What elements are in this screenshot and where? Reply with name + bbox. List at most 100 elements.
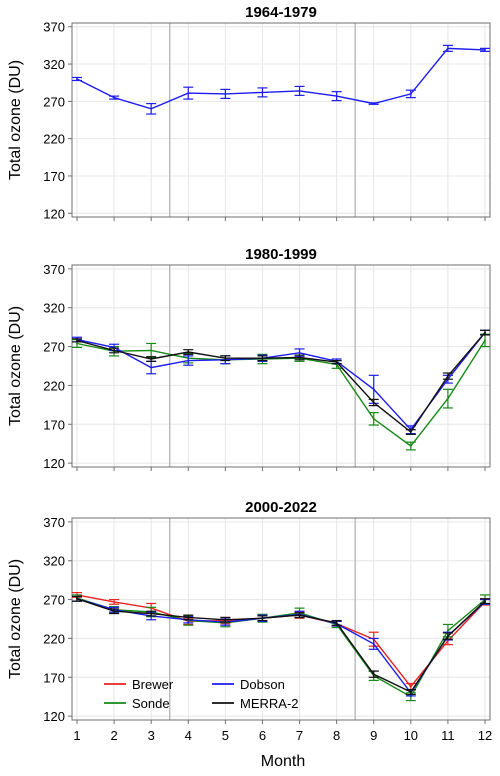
legend-label: Sonde — [132, 696, 170, 711]
data-point — [372, 417, 375, 420]
series-merra-2 — [72, 329, 490, 435]
data-point — [113, 349, 115, 352]
x-tick-label: 8 — [333, 728, 340, 743]
y-tick-label: 120 — [43, 456, 65, 471]
x-tick-label: 5 — [222, 728, 229, 743]
x-tick-label: 7 — [296, 728, 303, 743]
data-point — [187, 359, 190, 362]
legend-label: Brewer — [132, 677, 174, 692]
panel-1: 1964-1979 Total ozone (DU) 120 170 220 270 320… — [7, 4, 491, 221]
x-tick-label: 2 — [110, 728, 117, 743]
legend-item-dobson: Dobson — [212, 677, 285, 692]
y-tick-label: 370 — [43, 20, 65, 35]
y-tick-label: 320 — [43, 301, 65, 316]
data-point — [224, 357, 227, 360]
data-point — [484, 48, 486, 51]
series-line — [76, 598, 486, 693]
data-point — [447, 635, 449, 637]
data-point — [298, 614, 301, 617]
data-point — [372, 102, 375, 105]
data-point — [409, 92, 412, 95]
data-point — [372, 388, 375, 391]
series-dobson — [72, 44, 490, 115]
data-point — [298, 351, 301, 354]
plot-frame — [71, 22, 491, 218]
data-point — [113, 601, 115, 603]
y-tick-label: 270 — [43, 94, 65, 109]
data-point — [113, 610, 115, 613]
y-tick-label: 170 — [43, 417, 65, 432]
x-tick-label: 9 — [370, 728, 377, 743]
x-tick-label: 10 — [404, 728, 418, 743]
data-point — [298, 90, 301, 92]
data-point — [372, 673, 375, 676]
series-brewer — [72, 591, 490, 691]
data-point — [484, 600, 486, 603]
data-point — [76, 342, 78, 345]
y-tick-label: 370 — [43, 515, 65, 530]
x-tick-label: 3 — [148, 728, 155, 743]
data-point — [76, 597, 78, 600]
data-point — [150, 349, 153, 352]
data-point — [261, 91, 264, 94]
y-axis-label: Total ozone (DU) — [7, 306, 24, 426]
series-line — [76, 332, 486, 434]
data-point — [150, 366, 153, 369]
data-point — [261, 357, 264, 360]
data-point — [298, 356, 301, 359]
y-tick-label: 320 — [43, 57, 65, 72]
x-tick-label: 4 — [185, 728, 192, 743]
y-tick-label: 220 — [43, 132, 65, 147]
series-line — [76, 597, 486, 698]
legend-label: MERRA-2 — [240, 696, 299, 711]
data-point — [76, 339, 78, 342]
y-axis-label: Total ozone (DU) — [7, 559, 24, 679]
series-line — [76, 47, 486, 110]
y-tick-label: 370 — [43, 262, 65, 277]
data-point — [113, 96, 115, 99]
panel-title: 2000-2022 — [245, 499, 317, 516]
data-point — [150, 107, 153, 110]
data-point — [187, 616, 190, 619]
data-point — [187, 92, 190, 95]
x-tick-label: 12 — [478, 728, 492, 743]
x-tick-label: 11 — [441, 728, 455, 743]
legend-item-brewer: Brewer — [104, 677, 174, 692]
data-point — [335, 361, 338, 364]
y-tick-label: 320 — [43, 554, 65, 569]
y-tick-label: 120 — [43, 709, 65, 724]
panel-title: 1980-1999 — [245, 246, 317, 263]
y-tick-label: 120 — [43, 206, 65, 221]
legend-item-merra-2: MERRA-2 — [212, 696, 299, 711]
data-point — [409, 431, 412, 433]
data-point — [447, 629, 449, 632]
data-point — [261, 617, 264, 620]
series-line — [76, 340, 486, 447]
data-point — [409, 445, 412, 447]
data-point — [372, 642, 375, 645]
x-tick-label: 6 — [259, 728, 266, 743]
plot-frame — [71, 264, 491, 468]
y-tick-label: 220 — [43, 378, 65, 393]
data-point — [484, 331, 486, 334]
y-tick-label: 270 — [43, 593, 65, 608]
x-axis-label: Month — [261, 753, 305, 770]
data-point — [224, 618, 227, 621]
series-sonde — [72, 333, 490, 451]
panel-2: 1980-1999 Total ozone (DU) 120 170 220 270 320… — [7, 246, 491, 471]
y-axis-label: Total ozone (DU) — [7, 60, 24, 180]
series-dobson — [72, 329, 490, 435]
data-point — [447, 375, 449, 377]
data-point — [187, 351, 190, 353]
y-tick-label: 220 — [43, 631, 65, 646]
data-point — [150, 612, 153, 615]
series-line — [76, 332, 486, 431]
panel-title: 1964-1979 — [245, 4, 317, 21]
data-point — [447, 397, 449, 400]
x-tick-label: 1 — [73, 728, 80, 743]
data-point — [224, 92, 227, 95]
data-point — [150, 358, 153, 360]
y-tick-label: 170 — [43, 169, 65, 184]
plot-frame — [71, 517, 491, 721]
